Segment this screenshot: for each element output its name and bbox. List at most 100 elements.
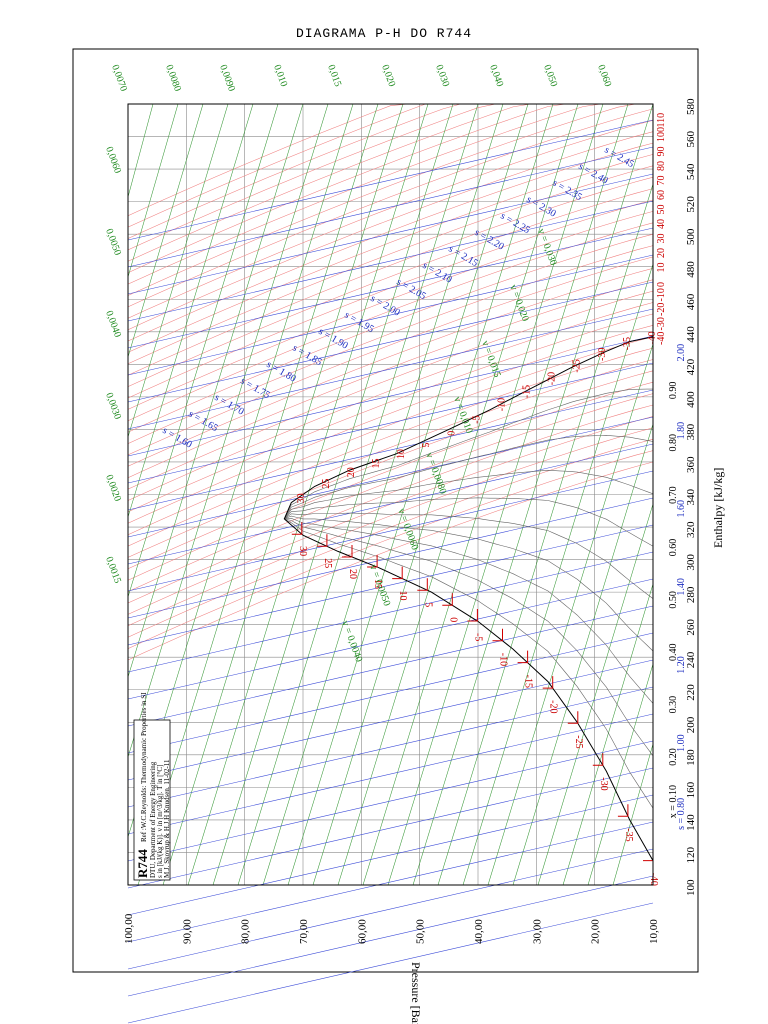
temp-vapor-label: -5 bbox=[471, 415, 482, 423]
temp-vapor-label: -10 bbox=[497, 398, 508, 411]
x-tick-label: 100 bbox=[685, 879, 697, 896]
info-box: R744 Ref :W.C.Reynolds: Thermodynamic Pr… bbox=[133, 692, 171, 881]
quality-label: 0.50 bbox=[668, 591, 679, 609]
volume-inner-label: v = 0,030 bbox=[535, 227, 558, 267]
quality-line bbox=[284, 518, 654, 809]
x-axis-title: Enthalpy [kJ/kg] bbox=[711, 468, 725, 548]
isotherm-line bbox=[127, 461, 654, 661]
entropy-bottom-label: 1.40 bbox=[676, 578, 687, 596]
isochore-line bbox=[612, 743, 654, 886]
isotherm-line bbox=[127, 103, 653, 251]
quality-line bbox=[284, 518, 654, 756]
isotherm-line bbox=[127, 120, 654, 319]
entropy-bottom-label: s = 0.80 bbox=[676, 798, 687, 830]
volume-left-label: 0,0050 bbox=[103, 227, 123, 257]
y-tick-label: 20,00 bbox=[590, 919, 602, 944]
volume-left-label: 0,0015 bbox=[103, 555, 123, 585]
quality-label: 0.90 bbox=[668, 382, 679, 400]
isotherm-line bbox=[127, 279, 654, 478]
volume-inner-label: v = 0,015 bbox=[479, 339, 502, 379]
temp-saturation-tick bbox=[492, 628, 503, 642]
isochore-line bbox=[127, 103, 254, 518]
plot-frame bbox=[127, 103, 654, 886]
volume-top-label: 0,030 bbox=[433, 63, 451, 88]
temp-right-label: -30 bbox=[656, 317, 667, 330]
isochore-line bbox=[212, 103, 454, 886]
x-tick-label: 120 bbox=[685, 846, 697, 863]
isentrope-line bbox=[127, 875, 654, 997]
isentrope-line bbox=[127, 227, 654, 349]
temp-saturation-label: 20 bbox=[347, 569, 358, 579]
quality-label: 0.20 bbox=[668, 748, 679, 766]
x-tick-label: 420 bbox=[685, 358, 697, 375]
temp-saturation-tick bbox=[567, 711, 579, 724]
temp-saturation-tick bbox=[467, 609, 478, 622]
entropy-line-label: s = 1.80 bbox=[265, 359, 298, 385]
temp-right-label: 80 bbox=[656, 161, 667, 171]
y-tick-label: 10,00 bbox=[648, 919, 660, 944]
y-tick-label: 40,00 bbox=[473, 919, 485, 944]
entropy-line-label: s = 2.35 bbox=[551, 178, 584, 204]
isentrope-line bbox=[127, 281, 654, 403]
temp-right-label: 60 bbox=[656, 190, 667, 200]
isentrope-line bbox=[127, 254, 654, 376]
isotherm-line bbox=[127, 154, 654, 353]
y-tick-label: 90,00 bbox=[181, 919, 193, 944]
temp-saturation-label: 25 bbox=[322, 558, 333, 568]
temp-saturation-label: -15 bbox=[523, 675, 534, 688]
isochore-line bbox=[562, 583, 654, 886]
temp-right-label: -20 bbox=[656, 303, 667, 316]
isotherm-line bbox=[127, 450, 654, 649]
info-box-frame bbox=[133, 719, 171, 881]
y-tick-label: 70,00 bbox=[298, 919, 310, 944]
isotherm-line bbox=[127, 103, 653, 228]
x-tick-label: 200 bbox=[685, 716, 697, 733]
grid bbox=[127, 103, 654, 886]
isochore-line bbox=[162, 103, 404, 886]
isotherm-line bbox=[127, 325, 654, 524]
isotherm-line bbox=[127, 336, 654, 535]
quality-line bbox=[284, 469, 654, 520]
isochore-line bbox=[127, 103, 154, 198]
isotherm-line bbox=[127, 176, 654, 376]
isotherm-line bbox=[127, 381, 654, 581]
isochore-line bbox=[127, 103, 179, 278]
x-tick-label: 400 bbox=[685, 391, 697, 408]
isochore-line bbox=[462, 263, 654, 886]
isentrope-line bbox=[127, 821, 654, 943]
volume-inner-label: v = 0,010 bbox=[451, 395, 474, 435]
isotherm-line bbox=[127, 404, 654, 604]
isentrope-line bbox=[127, 794, 654, 916]
volume-left-label: 0,0030 bbox=[103, 391, 123, 421]
y-axis-title: Pressure [Bar] bbox=[409, 962, 423, 1024]
x-tick-label: 580 bbox=[685, 98, 697, 115]
isentrope-line bbox=[127, 470, 654, 592]
temp-right-label: 50 bbox=[656, 205, 667, 215]
isochore-line bbox=[412, 103, 654, 886]
quality-label: 0.70 bbox=[668, 486, 679, 504]
temp-saturation-tick bbox=[291, 522, 303, 535]
x-tick-label: 300 bbox=[685, 554, 697, 571]
volume-left-label: 0,0060 bbox=[103, 145, 123, 175]
temp-vapor-label: 15 bbox=[371, 459, 382, 469]
temp-saturation-label: -20 bbox=[548, 700, 559, 713]
temp-saturation-tick bbox=[542, 676, 554, 689]
temp-vapor-label: -35 bbox=[622, 337, 633, 350]
isochore-line bbox=[127, 103, 304, 678]
x-tick-label: 440 bbox=[685, 326, 697, 343]
temp-saturation-label: 15 bbox=[372, 579, 383, 589]
volume-left-label: 0,0020 bbox=[103, 473, 123, 503]
temp-right-label: 0 bbox=[656, 282, 667, 287]
info-line-3: s in [kJ/(kg K)]. v in [m^3/kg]. T in [°… bbox=[156, 765, 164, 878]
isentrope-line bbox=[127, 443, 654, 565]
temp-vapor-label: 10 bbox=[396, 449, 407, 459]
temp-saturation-tick bbox=[417, 578, 428, 591]
entropy-line-label: s = 1.75 bbox=[239, 376, 272, 402]
volume-top-label: 0,040 bbox=[487, 63, 505, 88]
isentrope-line bbox=[127, 605, 654, 727]
isotherm-line bbox=[127, 188, 654, 387]
isentrope-line bbox=[127, 686, 654, 808]
temp-vapor-label: -20 bbox=[547, 372, 558, 385]
axes: 1001201401601802002202402602803003203403… bbox=[123, 98, 725, 1024]
